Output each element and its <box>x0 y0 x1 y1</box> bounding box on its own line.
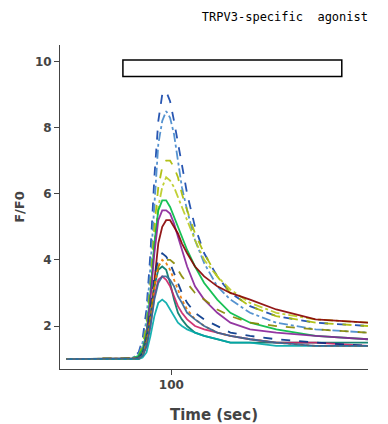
svg-text:TRPV3-specific agonist: TRPV3-specific agonist <box>202 10 368 24</box>
svg-text:Time (sec): Time (sec) <box>170 406 258 424</box>
svg-text:10: 10 <box>35 55 52 69</box>
svg-text:2: 2 <box>43 319 51 333</box>
svg-text:6: 6 <box>43 187 51 201</box>
svg-text:4: 4 <box>43 253 51 267</box>
svg-text:100: 100 <box>159 378 184 392</box>
svg-text:8: 8 <box>43 121 51 135</box>
svg-text:F/F0: F/F0 <box>12 191 27 223</box>
